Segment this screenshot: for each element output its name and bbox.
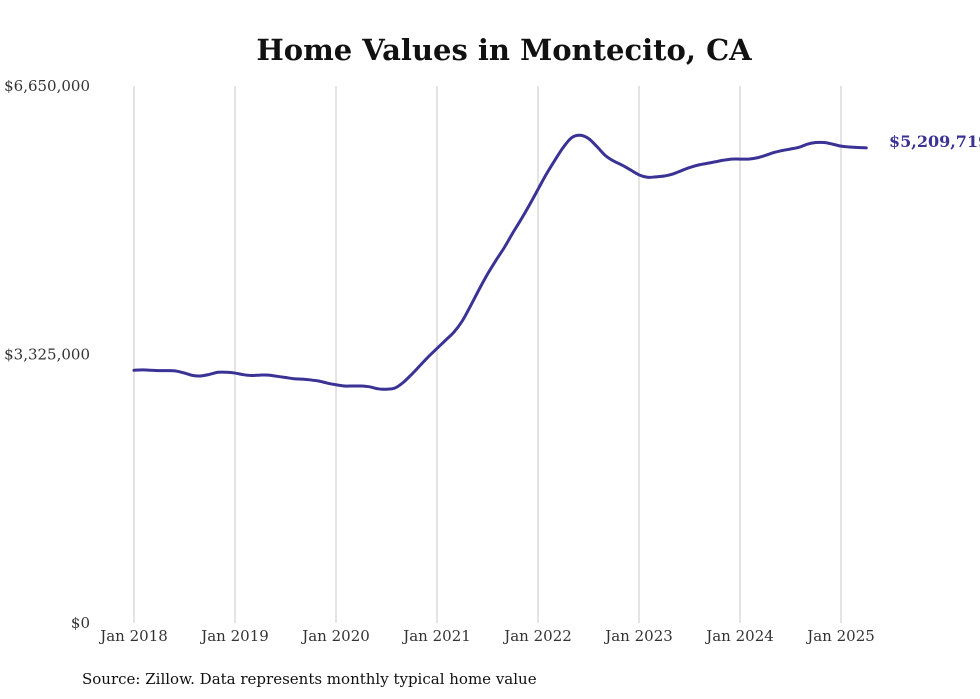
y-tick-label: $6,650,000 bbox=[4, 77, 90, 95]
y-tick-label: $3,325,000 bbox=[4, 346, 90, 364]
latest-value-label: $5,209,719 bbox=[889, 132, 980, 151]
x-tick-label: Jan 2024 bbox=[704, 627, 774, 645]
x-tick-label: Jan 2022 bbox=[502, 627, 572, 645]
x-tick-label: Jan 2021 bbox=[401, 627, 471, 645]
x-tick-label: Jan 2020 bbox=[300, 627, 370, 645]
home-value-line bbox=[132, 133, 868, 391]
x-axis-ticks: Jan 2018 Jan 2019 Jan 2020 Jan 2021 Jan 2022… bbox=[98, 627, 875, 645]
y-tick-label: $0 bbox=[71, 614, 90, 632]
vertical-grid bbox=[133, 86, 842, 623]
chart-title: Home Values in Montecito, CA bbox=[256, 33, 752, 67]
y-axis-ticks: $0 $3,325,000 $6,650,000 bbox=[4, 77, 90, 632]
x-tick-label: Jan 2023 bbox=[603, 627, 673, 645]
x-tick-label: Jan 2025 bbox=[805, 627, 875, 645]
source-note: Source: Zillow. Data represents monthly … bbox=[82, 670, 537, 688]
x-tick-label: Jan 2019 bbox=[199, 627, 269, 645]
x-tick-label: Jan 2018 bbox=[98, 627, 168, 645]
